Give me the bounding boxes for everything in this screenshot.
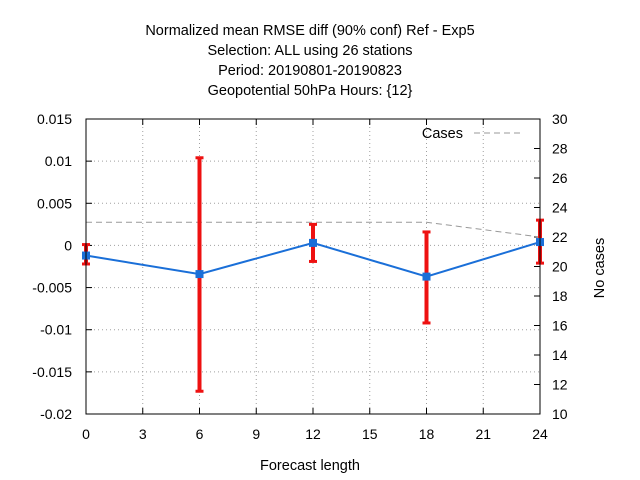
y2-tick-label: 14 <box>552 347 568 363</box>
y2-tick-label: 18 <box>552 288 568 304</box>
y2-tick-label: 10 <box>552 406 568 422</box>
x-tick-label: 0 <box>82 426 90 442</box>
data-point <box>422 272 431 281</box>
y2-tick-label: 12 <box>552 377 568 393</box>
y2-tick-label: 20 <box>552 259 568 275</box>
y-axis-ticks: 0.015 0.01 0.005 0 -0.005 -0.01 -0.015 -0.02 <box>32 111 92 422</box>
x-axis-ticks: 0 3 6 9 12 15 18 21 24 <box>82 119 548 442</box>
title-line-4: Geopotential 50hPa Hours: {12} <box>208 83 413 99</box>
title-line-3: Period: 20190801-20190823 <box>218 63 402 79</box>
legend-label-cases: Cases <box>422 126 463 142</box>
x-tick-label: 15 <box>362 426 378 442</box>
x-tick-label: 18 <box>419 426 435 442</box>
y2-tick-label: 16 <box>552 318 568 334</box>
y-tick-label: 0.01 <box>45 153 72 169</box>
y2-tick-label: 30 <box>552 111 568 127</box>
chart-title: Normalized mean RMSE diff (90% conf) Ref… <box>145 23 474 99</box>
title-line-1: Normalized mean RMSE diff (90% conf) Ref… <box>145 23 474 39</box>
x-tick-label: 12 <box>305 426 321 442</box>
data-point <box>309 238 317 247</box>
data-point <box>195 270 204 279</box>
y2-tick-label: 22 <box>552 229 568 245</box>
y2-axis-ticks: 30 28 26 24 22 20 18 16 14 12 10 <box>534 111 568 422</box>
y-tick-label: -0.01 <box>40 322 72 338</box>
y-tick-label: -0.015 <box>32 364 72 380</box>
y2-tick-label: 28 <box>552 141 568 157</box>
y2-tick-label: 26 <box>552 170 568 186</box>
y-tick-label: 0.005 <box>37 195 72 211</box>
cases-line <box>86 221 541 238</box>
x-axis-label: Forecast length <box>260 458 360 474</box>
title-line-2: Selection: ALL using 26 stations <box>207 43 412 59</box>
x-tick-label: 3 <box>139 426 147 442</box>
x-tick-label: 21 <box>475 426 491 442</box>
y-tick-label: -0.02 <box>40 406 72 422</box>
x-tick-label: 6 <box>196 426 204 442</box>
y-tick-label: -0.005 <box>32 280 72 296</box>
legend: Cases <box>422 126 522 142</box>
plot-frame <box>85 118 541 415</box>
y-tick-label: 0.015 <box>37 111 72 127</box>
y-tick-label: 0 <box>64 237 72 253</box>
x-tick-label: 9 <box>252 426 260 442</box>
error-bars <box>82 156 544 393</box>
x-tick-label: 24 <box>532 426 548 442</box>
y2-axis-label: No cases <box>592 238 608 298</box>
y2-tick-label: 24 <box>552 200 568 216</box>
cases-series <box>86 221 541 238</box>
